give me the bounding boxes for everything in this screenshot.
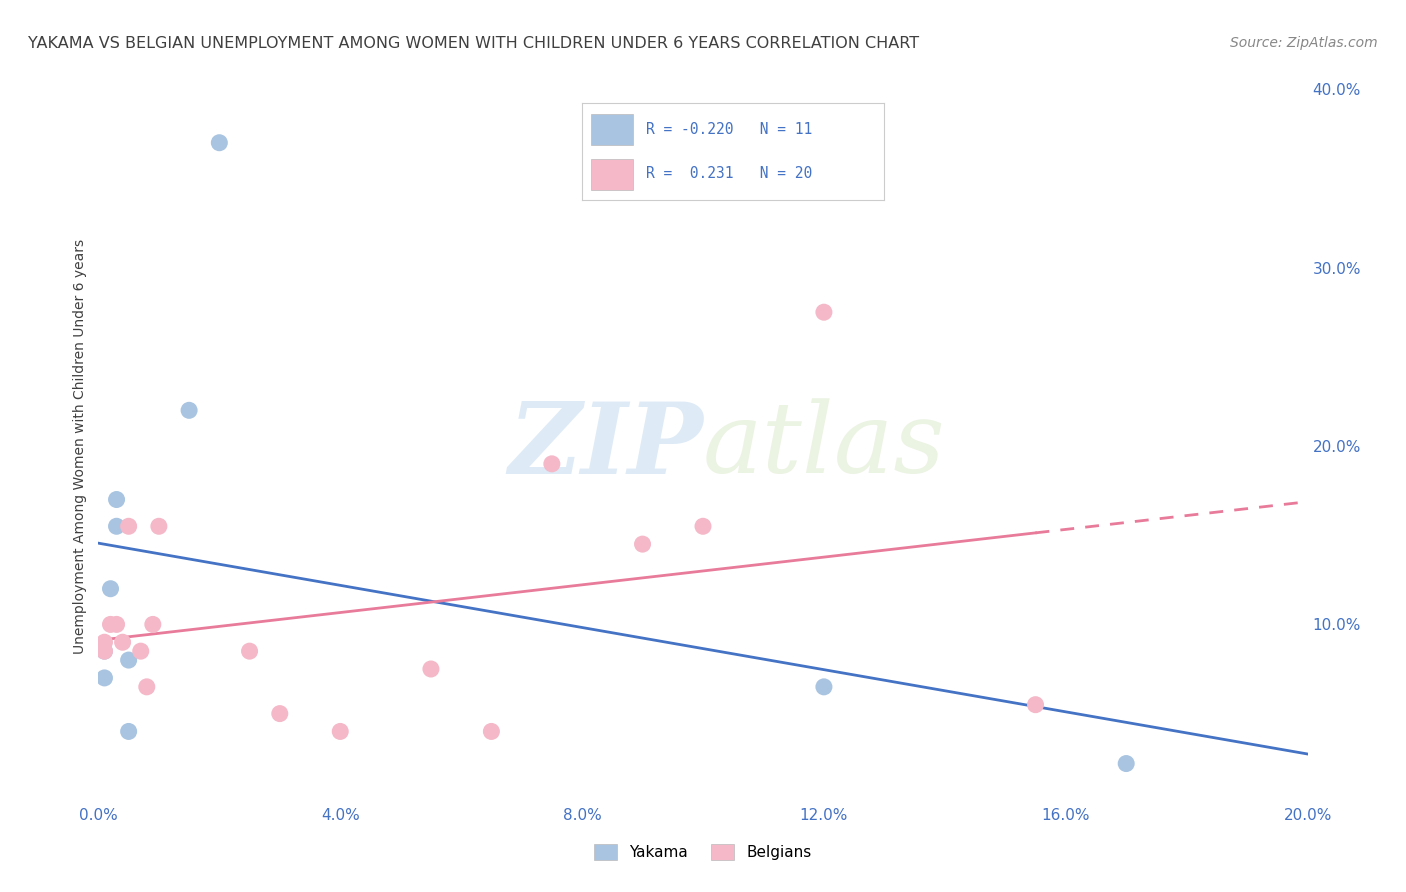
Point: [329, 724, 352, 739]
Point: [1024, 698, 1046, 712]
Point: [105, 519, 128, 533]
Point: [118, 724, 141, 739]
Point: [540, 457, 562, 471]
Legend: Yakama, Belgians: Yakama, Belgians: [588, 838, 818, 866]
Point: [179, 403, 201, 417]
Point: [100, 582, 122, 596]
Point: [1115, 756, 1137, 771]
Point: [420, 662, 443, 676]
Point: [118, 653, 141, 667]
Point: [269, 706, 291, 721]
Text: ZIP: ZIP: [508, 398, 703, 494]
Y-axis label: Unemployment Among Women with Children Under 6 years: Unemployment Among Women with Children U…: [73, 238, 87, 654]
Text: Source: ZipAtlas.com: Source: ZipAtlas.com: [1230, 36, 1378, 50]
Point: [111, 635, 134, 649]
Point: [631, 537, 654, 551]
Point: [105, 492, 128, 507]
Point: [208, 136, 231, 150]
Point: [93, 635, 115, 649]
Point: [142, 617, 165, 632]
Point: [129, 644, 152, 658]
Point: [692, 519, 714, 533]
Point: [93, 644, 115, 658]
Point: [93, 644, 115, 658]
Point: [118, 519, 141, 533]
Point: [100, 617, 122, 632]
Text: YAKAMA VS BELGIAN UNEMPLOYMENT AMONG WOMEN WITH CHILDREN UNDER 6 YEARS CORRELATI: YAKAMA VS BELGIAN UNEMPLOYMENT AMONG WOM…: [28, 36, 920, 51]
Point: [813, 305, 835, 319]
Point: [135, 680, 157, 694]
Point: [105, 617, 128, 632]
Point: [813, 680, 835, 694]
Point: [148, 519, 170, 533]
Text: atlas: atlas: [703, 399, 946, 493]
Point: [93, 671, 115, 685]
Point: [481, 724, 503, 739]
Point: [239, 644, 262, 658]
